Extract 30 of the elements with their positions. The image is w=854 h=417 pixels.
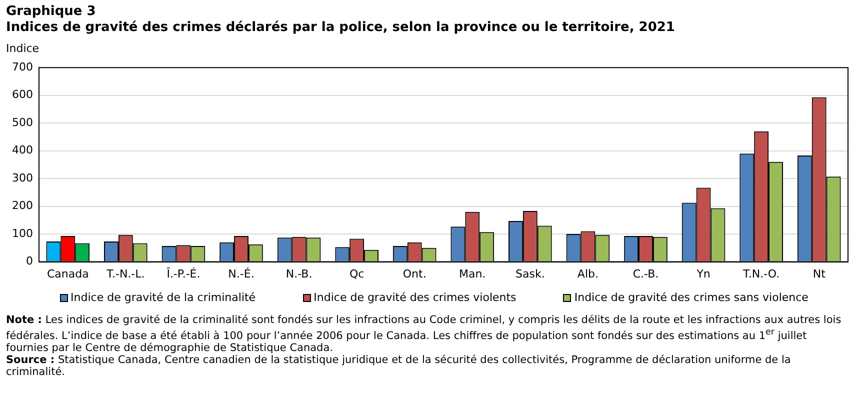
y-tick-label: 100 (12, 226, 33, 240)
x-tick-label: Yn (696, 267, 710, 280)
y-tick-label: 600 (12, 88, 33, 102)
legend-label: Indice de gravité de la criminalité (70, 291, 256, 304)
x-tick-label: Nt (812, 267, 826, 280)
x-tick-label: C.-B. (632, 267, 659, 280)
x-tick-label: N.-É. (228, 266, 254, 280)
x-tick-label: T.-N.-L. (106, 267, 145, 280)
x-tick-label: Canada (46, 267, 89, 280)
legend-label: Indice de gravité des crimes sans violence (574, 291, 808, 304)
x-tick-label: Ont. (402, 267, 426, 280)
y-tick-label: 700 (12, 60, 33, 74)
y-tick-label: 200 (12, 199, 33, 212)
x-tick-label: Sask. (516, 267, 545, 280)
chart-subtitle: Indices de gravité des crimes déclarés par la police, selon la province ou le territoire, 2021 (6, 20, 676, 36)
x-tick-label: Alb. (577, 267, 598, 280)
source-note: Source : Statistique Canada, Centre canadien de la statistique juridique et de la sécurité des collectivités, Programme de déclaration uniforme de la criminalité. (6, 354, 791, 378)
y-tick-label: 0 (26, 254, 33, 268)
x-tick-label: Î.-P.-É. (166, 266, 200, 280)
chart-title: Graphique 3 (6, 4, 97, 20)
x-tick-label: N.-B. (286, 267, 312, 280)
legend-label: Indice de gravité des crimes violents (314, 291, 516, 304)
x-tick-label: T.N.-O. (742, 267, 780, 280)
x-tick-label: Qc (349, 267, 364, 280)
y-tick-label: 400 (12, 144, 33, 157)
text: Note : Les indices de gravité de la criminalité sont fondés sur les infractions au Code criminel, y compris les délits de la route et les infractions aux autres lois fédérales. L’indice de base a été établi à 100 pour l’année 2006 pour le Canada. Les chiffres de population sont fondés sur des estimations au 1$^{er}$ juillet fournies par le Centre de démographie de Statistique Canada. (6, 314, 842, 354)
y-axis-title: Indice (6, 42, 40, 55)
x-tick-label: Man. (459, 267, 486, 280)
y-tick-label: 300 (12, 171, 33, 184)
y-tick-label: 500 (12, 116, 33, 129)
